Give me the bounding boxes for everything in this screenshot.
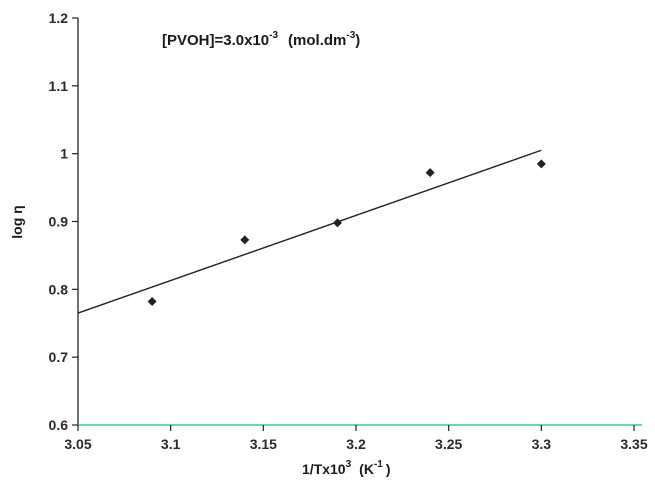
data-point [332,218,342,228]
data-point [536,159,546,169]
axes [77,18,642,426]
y-tick-labels: 0.6 0.7 0.8 0.9 1 1.1 1.2 [49,10,69,433]
x-tick-label: 3.05 [64,436,91,452]
x-axis-title: 1/Tx103 (K-1) [302,459,391,477]
tick-marks [72,17,635,431]
x-tick-label: 3.2 [346,436,366,452]
data-point [147,297,157,307]
x-tick-labels: 3.05 3.1 3.15 3.2 3.25 3.3 3.35 [64,436,647,452]
x-tick-label: 3.1 [161,436,181,452]
fit-line [77,149,542,314]
y-tick-label: 1.1 [49,78,69,94]
y-tick-label: 0.7 [49,349,69,365]
y-tick-label: 0.6 [49,417,69,433]
y-axis-title: log η [9,205,25,238]
x-tick-label: 3.3 [532,436,552,452]
y-tick-label: 0.9 [49,214,69,230]
x-tick-label: 3.15 [250,436,277,452]
data-point [425,168,435,178]
y-tick-label: 0.8 [49,281,69,297]
x-tick-label: 3.25 [435,436,462,452]
x-tick-label: 3.35 [620,436,647,452]
chart-title: [PVOH]=3.0x10-3 (mol.dm-3) [162,30,360,49]
data-points [147,159,546,307]
y-tick-label: 1 [60,146,68,162]
y-tick-label: 1.2 [49,10,69,26]
data-point [240,235,250,245]
